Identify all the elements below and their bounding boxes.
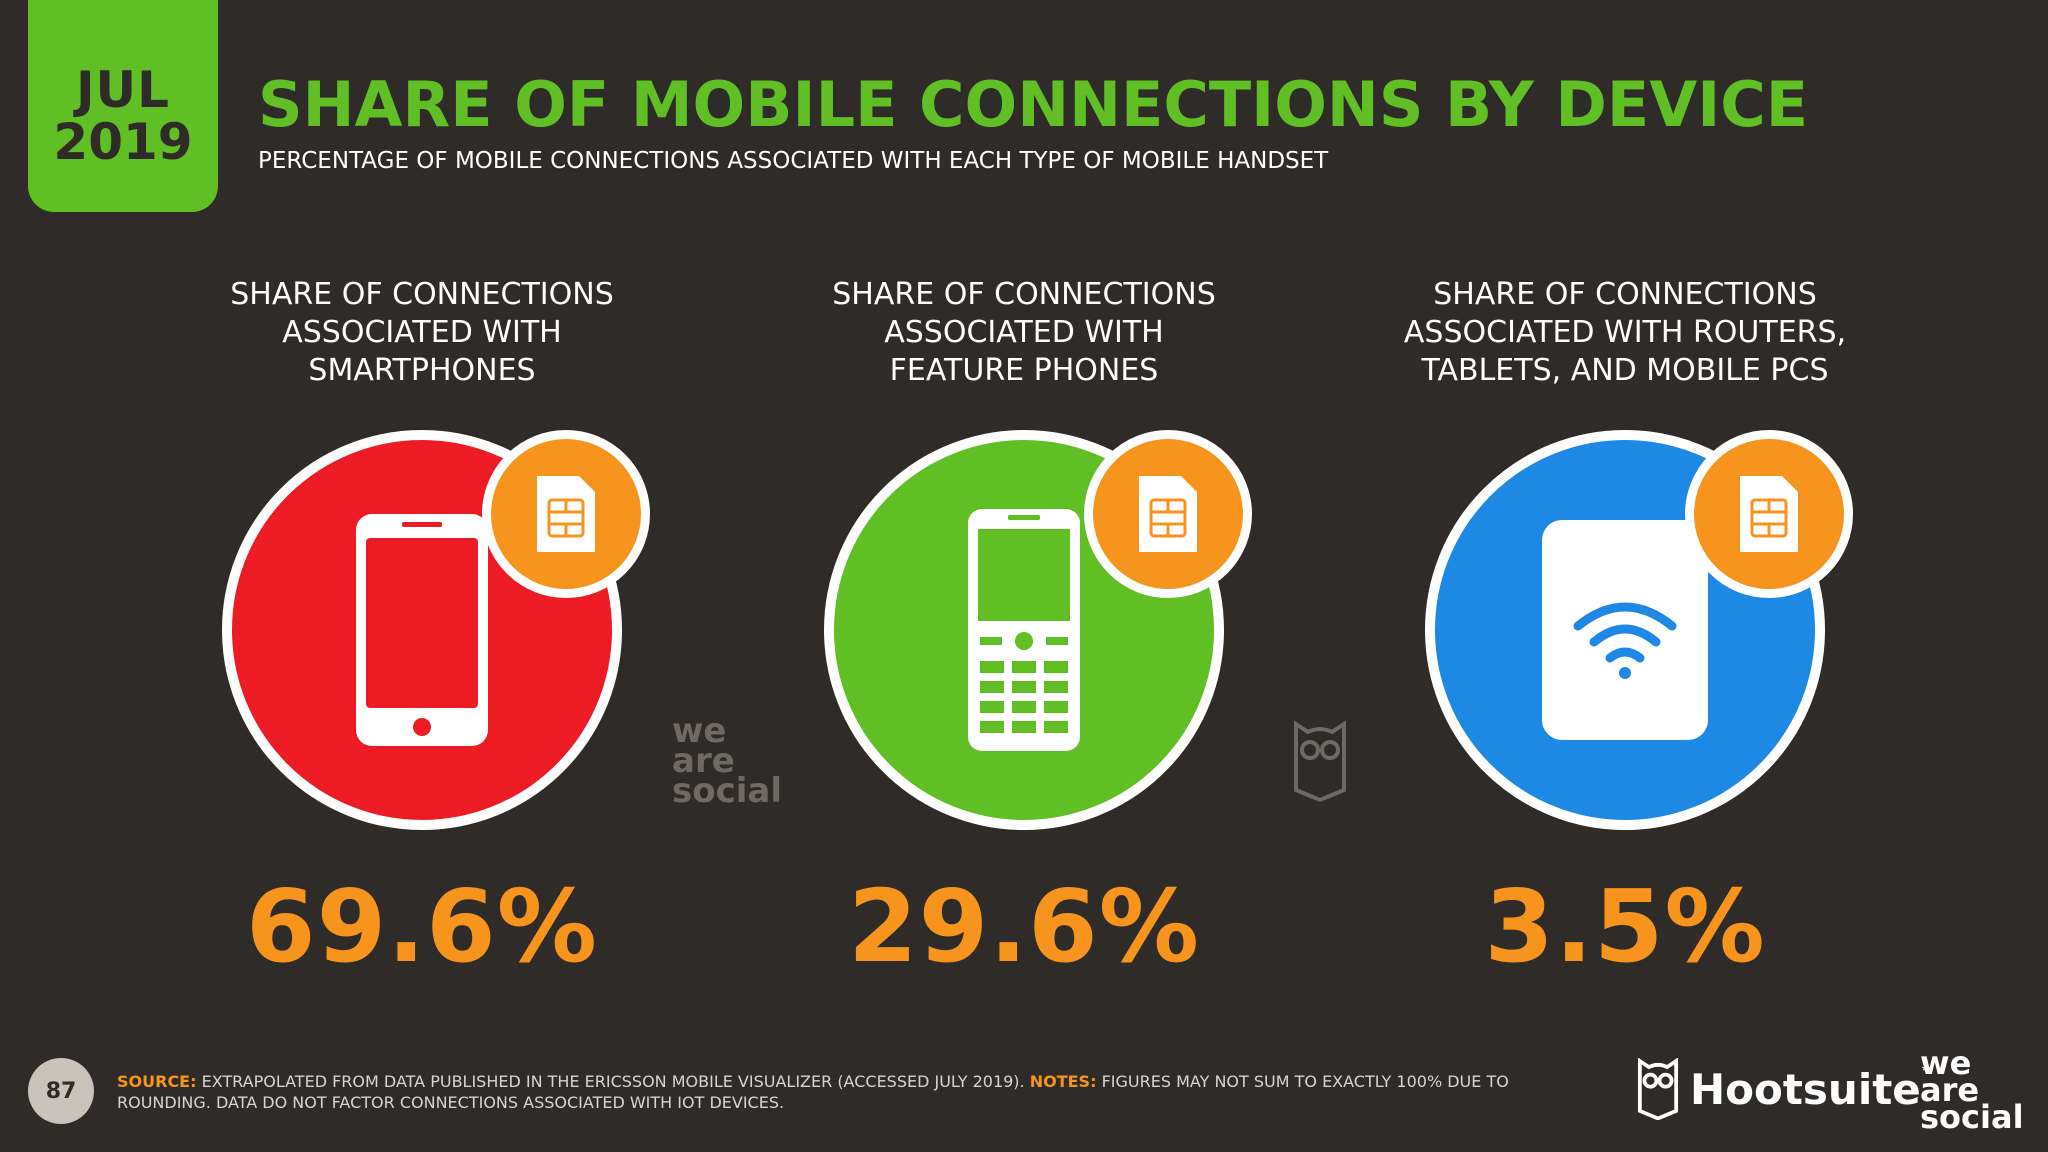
sim-card-icon [482,430,650,598]
stat-value: 29.6% [848,868,1200,985]
stat-feature-phones: SHARE OF CONNECTIONS ASSOCIATED WITH FEA… [744,276,1304,985]
stat-label: SHARE OF CONNECTIONS ASSOCIATED WITH SMA… [230,277,614,388]
notes-label: NOTES: [1029,1072,1097,1091]
stat-smartphones: SHARE OF CONNECTIONS ASSOCIATED WITH SMA… [142,276,702,985]
page-number: 87 [28,1058,94,1124]
hootsuite-owl-watermark-icon [1294,720,1346,802]
stat-graphic [222,430,650,830]
we-are-social-watermark: we are social [672,711,783,811]
date-month: JUL [75,60,171,119]
date-year: 2019 [53,113,193,171]
stat-value: 3.5% [1484,868,1766,985]
date-badge: JUL 2019 [28,0,218,212]
stat-value: 69.6% [246,868,598,985]
stat-circle [824,430,1224,830]
smartphone-icon [356,514,488,746]
hootsuite-logo: Hootsuite™ [1636,1058,1933,1120]
stat-routers-tablets-pcs: SHARE OF CONNECTIONS ASSOCIATED WITH ROU… [1345,276,1905,985]
sim-card-icon [1685,430,1853,598]
page-title: SHARE OF MOBILE CONNECTIONS BY DEVICE [258,68,1809,141]
source-text: EXTRAPOLATED FROM DATA PUBLISHED IN THE … [196,1072,1030,1091]
stat-label: SHARE OF CONNECTIONS ASSOCIATED WITH ROU… [1403,277,1847,388]
hootsuite-wordmark: Hootsuite™ [1690,1064,1933,1114]
page-subtitle: PERCENTAGE OF MOBILE CONNECTIONS ASSOCIA… [258,148,1329,174]
footer-source-notes: SOURCE: EXTRAPOLATED FROM DATA PUBLISHED… [117,1071,1577,1113]
stat-label: SHARE OF CONNECTIONS ASSOCIATED WITH FEA… [832,277,1216,388]
notes-text: FIGURES MAY NOT SUM TO EXACTLY 100% DUE … [117,1072,1509,1112]
stat-graphic [1425,430,1853,830]
sim-card-icon [1084,430,1252,598]
stat-graphic [824,430,1252,830]
we-are-social-logo: we are social [1920,1044,2024,1136]
feature-phone-icon [968,509,1080,751]
router-icon [1542,520,1708,740]
source-label: SOURCE: [117,1072,197,1091]
hootsuite-owl-icon [1637,1058,1679,1120]
